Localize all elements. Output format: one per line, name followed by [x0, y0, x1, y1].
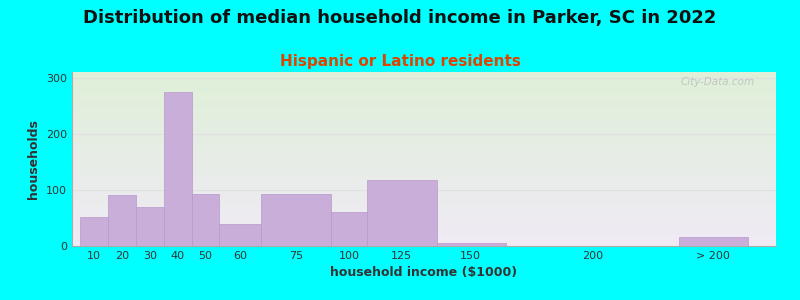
Text: Distribution of median household income in Parker, SC in 2022: Distribution of median household income … [83, 9, 717, 27]
Bar [262, 194, 330, 246]
Bar [80, 217, 108, 246]
Bar [192, 194, 219, 246]
Bar [108, 196, 136, 246]
Bar [367, 180, 437, 246]
Y-axis label: households: households [27, 119, 41, 199]
Text: City-Data.com: City-Data.com [681, 77, 755, 87]
Bar [437, 243, 506, 246]
Bar [330, 212, 367, 246]
Bar [219, 224, 262, 246]
Bar [678, 237, 748, 246]
X-axis label: household income ($1000): household income ($1000) [330, 266, 518, 279]
Bar [164, 92, 192, 246]
Bar [136, 207, 164, 246]
Text: Hispanic or Latino residents: Hispanic or Latino residents [279, 54, 521, 69]
